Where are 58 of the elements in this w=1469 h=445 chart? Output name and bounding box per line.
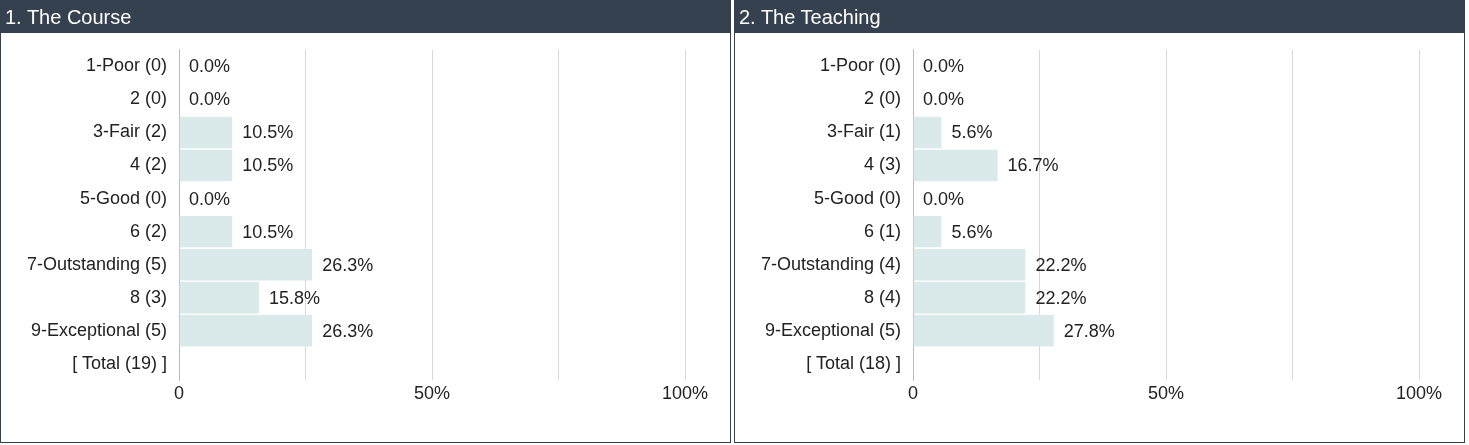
data-label: 5.6%	[951, 122, 993, 143]
bar	[913, 315, 1054, 347]
x-tick-label: 50%	[414, 383, 451, 404]
bar	[179, 149, 233, 182]
y-tick-label: 9-Exceptional (5)	[764, 319, 902, 340]
y-tick-label: 3-Fair (2)	[93, 121, 168, 142]
y-tick-label: 7-Outstanding (5)	[26, 253, 168, 274]
data-label: 22.2%	[1035, 287, 1087, 308]
y-tick-label: [ Total (18) ]	[806, 352, 902, 373]
data-label: 0.0%	[189, 56, 231, 77]
data-label: 10.5%	[242, 155, 294, 176]
bar	[179, 315, 313, 347]
data-label: 5.6%	[951, 221, 993, 242]
y-tick-label: 1-Poor (0)	[86, 55, 168, 76]
data-label: 16.7%	[1007, 155, 1059, 176]
data-label: 0.0%	[189, 89, 231, 110]
y-tick-label: 5-Good (0)	[80, 187, 168, 208]
data-label: 0.0%	[923, 89, 965, 110]
data-label: 26.3%	[322, 320, 374, 341]
y-tick-label: 7-Outstanding (4)	[760, 253, 902, 274]
data-label: 0.0%	[189, 188, 231, 209]
bar	[913, 248, 1026, 281]
y-tick-label: 3-Fair (1)	[827, 121, 902, 142]
bar	[913, 282, 1026, 314]
data-label: 26.3%	[322, 254, 374, 275]
data-label: 0.0%	[923, 56, 965, 77]
y-tick-label: 2 (0)	[130, 88, 168, 109]
chart-title: 2. The Teaching	[735, 1, 1464, 33]
x-tick-label: 0	[174, 383, 185, 404]
y-tick-label: 8 (3)	[130, 286, 168, 307]
bar	[179, 282, 260, 314]
y-tick-label: 9-Exceptional (5)	[30, 319, 168, 340]
y-tick-label: 5-Good (0)	[814, 187, 902, 208]
bar	[913, 215, 942, 248]
x-tick-label: 50%	[1148, 383, 1185, 404]
y-tick-label: 4 (2)	[130, 154, 168, 175]
y-tick-label: 6 (1)	[864, 220, 902, 241]
bar	[913, 149, 998, 182]
y-tick-label: 6 (2)	[130, 220, 168, 241]
data-label: 10.5%	[242, 221, 294, 242]
bar	[179, 248, 313, 281]
chart-title: 1. The Course	[1, 1, 730, 33]
y-tick-label: 4 (3)	[864, 154, 902, 175]
data-label: 15.8%	[269, 287, 321, 308]
y-tick-label: [ Total (19) ]	[72, 352, 168, 373]
bar	[913, 116, 942, 149]
x-tick-label: 0	[908, 383, 919, 404]
bar	[179, 215, 233, 248]
y-tick-label: 8 (4)	[864, 286, 902, 307]
x-tick-label: 100%	[661, 383, 709, 404]
y-tick-label: 2 (0)	[864, 88, 902, 109]
y-tick-label: 1-Poor (0)	[820, 55, 902, 76]
data-label: 0.0%	[923, 188, 965, 209]
data-label: 10.5%	[242, 122, 294, 143]
data-label: 22.2%	[1035, 254, 1087, 275]
bar	[179, 116, 233, 149]
x-tick-label: 100%	[1395, 383, 1443, 404]
data-label: 27.8%	[1063, 320, 1115, 341]
